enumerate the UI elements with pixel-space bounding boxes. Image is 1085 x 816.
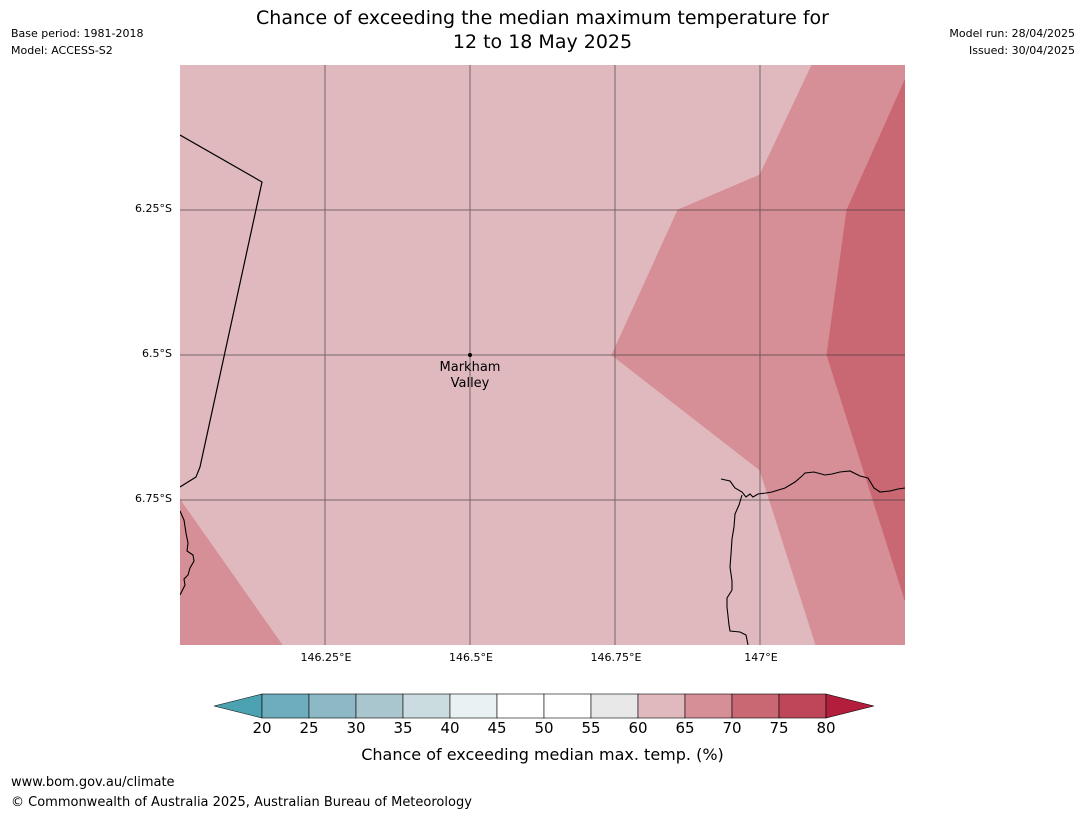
model-run-text: Model run: 28/04/2025 bbox=[949, 27, 1075, 40]
model-text: Model: ACCESS-S2 bbox=[11, 44, 113, 57]
meta-left: Base period: 1981-2018 Model: ACCESS-S2 bbox=[11, 25, 143, 59]
colorbar-segment bbox=[778, 693, 827, 719]
colorbar-svg bbox=[213, 693, 875, 719]
footer-copyright: © Commonwealth of Australia 2025, Austra… bbox=[11, 795, 472, 810]
colorbar-tick-label: 75 bbox=[769, 719, 789, 737]
colorbar-tick-label: 40 bbox=[440, 719, 460, 737]
place-label-line2: Valley bbox=[450, 376, 490, 391]
footer-url[interactable]: www.bom.gov.au/climate bbox=[11, 775, 175, 790]
colorbar-extend-high bbox=[825, 693, 875, 719]
colorbar-label: Chance of exceeding median max. temp. (%… bbox=[361, 745, 724, 764]
lon-label-147: 147°E bbox=[744, 651, 778, 664]
meta-right: Model run: 28/04/2025 Issued: 30/04/2025 bbox=[949, 25, 1075, 59]
map-title: Chance of exceeding the median maximum t… bbox=[0, 6, 1085, 54]
base-period-text: Base period: 1981-2018 bbox=[11, 27, 144, 40]
colorbar-segment bbox=[637, 693, 686, 719]
place-label: Markham Valley bbox=[410, 360, 530, 392]
colorbar-tick-label: 80 bbox=[816, 719, 836, 737]
colorbar-tick-label: 65 bbox=[675, 719, 695, 737]
colorbar-segment bbox=[449, 693, 498, 719]
colorbar-tick-label: 25 bbox=[299, 719, 319, 737]
colorbar-tick-label: 45 bbox=[487, 719, 507, 737]
colorbar-segment bbox=[261, 693, 310, 719]
colorbar-segment bbox=[402, 693, 451, 719]
river-line bbox=[726, 494, 749, 645]
map-title-line1: Chance of exceeding the median maximum t… bbox=[256, 7, 829, 29]
coastline-east bbox=[720, 470, 905, 498]
coastline-southwest bbox=[180, 510, 195, 596]
lat-label-6-5: 6.5°S bbox=[142, 347, 172, 360]
colorbar-tick-label: 30 bbox=[346, 719, 366, 737]
place-label-line1: Markham bbox=[439, 360, 501, 375]
colorbar-segment bbox=[496, 693, 545, 719]
colorbar-segment bbox=[590, 693, 639, 719]
map-title-line2: 12 to 18 May 2025 bbox=[452, 31, 633, 53]
place-marker-icon bbox=[468, 353, 472, 357]
colorbar-segment bbox=[684, 693, 733, 719]
colorbar-tick-label: 35 bbox=[393, 719, 413, 737]
lon-label-146-5: 146.5°E bbox=[449, 651, 493, 664]
colorbar-segment bbox=[355, 693, 404, 719]
lon-label-146-75: 146.75°E bbox=[590, 651, 642, 664]
colorbar bbox=[213, 690, 875, 722]
lat-label-6-25: 6.25°S bbox=[135, 202, 172, 215]
colorbar-segment bbox=[543, 693, 592, 719]
colorbar-tick-label: 70 bbox=[722, 719, 742, 737]
probability-band-65-70-southwest bbox=[180, 499, 283, 645]
lat-label-6-75: 6.75°S bbox=[135, 492, 172, 505]
colorbar-extend-low bbox=[213, 693, 263, 719]
colorbar-tick-label: 55 bbox=[581, 719, 601, 737]
colorbar-tick-label: 50 bbox=[534, 719, 554, 737]
border-line bbox=[180, 134, 263, 488]
colorbar-tick-label: 60 bbox=[628, 719, 648, 737]
colorbar-segment bbox=[308, 693, 357, 719]
map-panel: Markham Valley bbox=[180, 65, 905, 645]
colorbar-segment bbox=[731, 693, 780, 719]
map-canvas bbox=[180, 65, 905, 645]
lon-label-146-25: 146.25°E bbox=[300, 651, 352, 664]
colorbar-tick-label: 20 bbox=[252, 719, 272, 737]
issued-text: Issued: 30/04/2025 bbox=[968, 44, 1075, 57]
